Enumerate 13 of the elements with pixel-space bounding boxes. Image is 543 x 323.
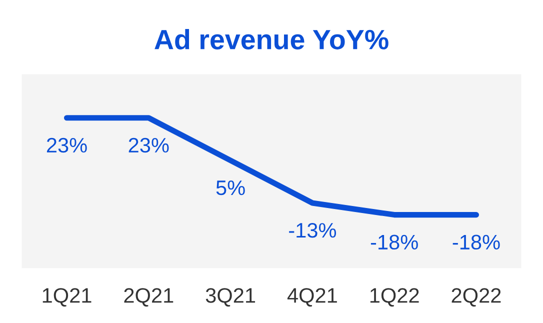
data-label: -18% <box>452 234 500 250</box>
data-label: -13% <box>289 222 336 238</box>
x-tick-label: 2Q22 <box>452 288 501 307</box>
data-label: -18% <box>370 234 418 250</box>
x-tick-label: 1Q22 <box>370 288 419 307</box>
data-label: 5% <box>216 180 245 196</box>
x-tick-label: 3Q21 <box>206 288 256 307</box>
x-tick-label: 2Q21 <box>124 288 174 307</box>
chart-title: Ad revenue YoY% <box>154 29 388 50</box>
x-tick-label: 1Q21 <box>42 288 92 307</box>
x-tick-label: 4Q21 <box>287 288 337 307</box>
data-label: 23% <box>128 138 169 153</box>
data-label: 23% <box>46 138 87 153</box>
